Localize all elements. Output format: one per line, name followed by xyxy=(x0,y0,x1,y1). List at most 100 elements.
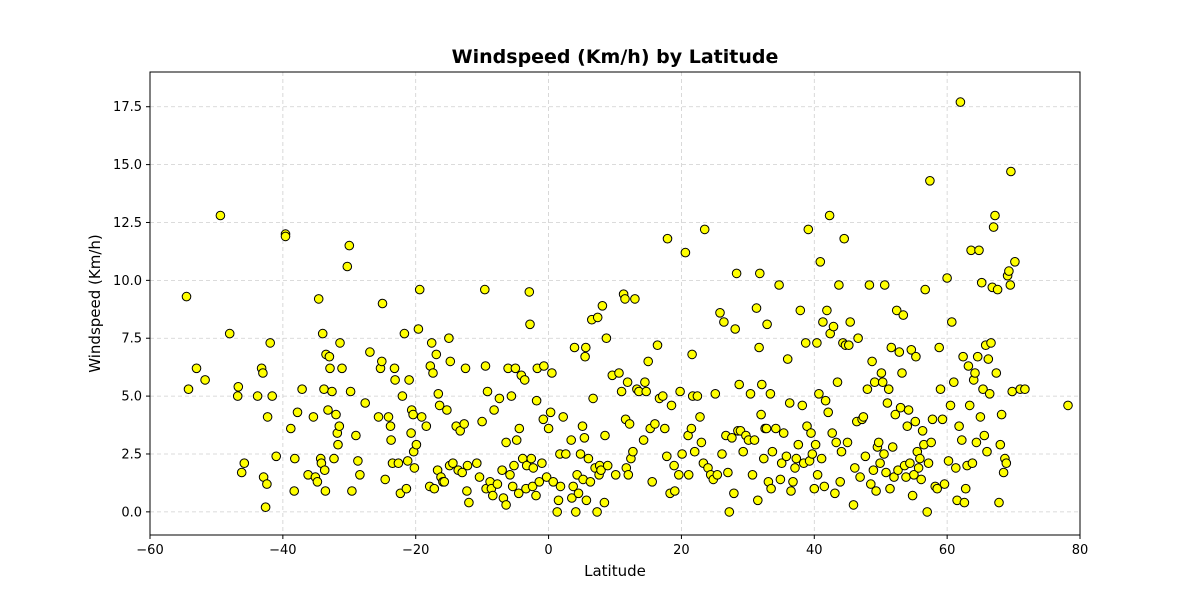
data-point xyxy=(895,402,906,413)
data-point xyxy=(809,483,820,494)
data-point xyxy=(939,479,950,489)
data-point xyxy=(905,458,915,469)
data-point xyxy=(951,463,961,473)
data-point xyxy=(836,446,847,457)
data-point xyxy=(577,421,588,432)
data-point xyxy=(224,328,235,339)
data-point xyxy=(200,375,210,385)
data-point xyxy=(879,449,889,459)
data-point xyxy=(580,351,590,362)
data-point xyxy=(686,423,697,434)
data-point xyxy=(325,363,335,374)
data-point xyxy=(784,398,795,408)
data-point xyxy=(775,474,786,485)
data-point xyxy=(444,333,454,344)
data-point xyxy=(537,458,547,469)
data-point xyxy=(887,442,898,452)
data-point xyxy=(816,453,827,464)
data-point xyxy=(982,446,992,457)
data-points xyxy=(181,97,1073,517)
data-point xyxy=(882,398,893,408)
data-point xyxy=(960,483,971,494)
data-point xyxy=(414,284,425,295)
data-point xyxy=(881,467,891,478)
data-point xyxy=(262,479,272,489)
data-point xyxy=(377,298,388,309)
data-point xyxy=(832,377,843,388)
data-point xyxy=(558,412,569,422)
x-tick-label: 40 xyxy=(806,543,823,558)
data-point xyxy=(991,368,1002,378)
data-point xyxy=(911,351,921,362)
data-point xyxy=(778,428,789,438)
data-point xyxy=(910,416,921,427)
data-point xyxy=(814,389,824,399)
data-point xyxy=(421,421,432,432)
data-point xyxy=(913,463,924,473)
data-point xyxy=(677,449,687,459)
data-point xyxy=(331,409,341,420)
data-point xyxy=(853,333,863,344)
data-point xyxy=(683,470,694,480)
data-point xyxy=(719,317,729,327)
data-point xyxy=(623,470,634,480)
data-point xyxy=(292,407,303,418)
data-point xyxy=(527,481,538,492)
data-point xyxy=(445,356,456,367)
data-point xyxy=(334,421,345,432)
data-point xyxy=(342,261,353,272)
data-point xyxy=(236,467,247,478)
data-point xyxy=(464,497,474,508)
data-point xyxy=(344,240,355,251)
data-point xyxy=(765,389,776,399)
data-point xyxy=(898,310,909,320)
y-tick-label: 0.0 xyxy=(121,505,142,520)
data-point xyxy=(397,391,408,401)
data-point xyxy=(710,389,721,399)
y-axis-ticks: 0.0 2.5 5.0 7.5 10.0 12.5 15.0 17.5 xyxy=(113,100,150,520)
data-point xyxy=(365,347,375,357)
data-point xyxy=(662,451,672,462)
data-point xyxy=(749,435,760,445)
data-point xyxy=(795,305,806,316)
data-point xyxy=(730,324,741,334)
data-point xyxy=(926,437,937,448)
data-point xyxy=(830,488,840,499)
data-point xyxy=(489,405,499,415)
data-point xyxy=(883,384,894,395)
data-point xyxy=(548,477,559,487)
data-point xyxy=(738,446,749,457)
data-point xyxy=(966,245,976,256)
data-point xyxy=(834,280,844,290)
data-point xyxy=(592,507,602,517)
data-point xyxy=(462,486,472,496)
data-point xyxy=(280,231,291,242)
data-point xyxy=(866,479,876,489)
data-point xyxy=(917,426,928,436)
data-point xyxy=(543,423,554,434)
data-point xyxy=(759,453,769,464)
data-point xyxy=(215,210,226,221)
data-point xyxy=(524,287,535,297)
data-point xyxy=(327,386,337,397)
data-point xyxy=(986,338,996,348)
data-point xyxy=(873,437,884,448)
data-point xyxy=(386,435,396,445)
data-point xyxy=(797,400,808,411)
data-point xyxy=(534,477,545,487)
data-point xyxy=(630,294,640,304)
x-axis-label: Latitude xyxy=(584,562,646,580)
data-point xyxy=(907,490,918,501)
data-point xyxy=(835,477,846,487)
data-point xyxy=(494,393,505,404)
data-point xyxy=(600,430,610,441)
data-point xyxy=(317,328,328,339)
data-point xyxy=(788,477,798,487)
data-point xyxy=(897,368,907,378)
data-point xyxy=(839,233,850,244)
data-point xyxy=(519,375,530,385)
data-point xyxy=(492,479,503,489)
data-point xyxy=(864,280,875,290)
data-point xyxy=(289,486,300,496)
data-point xyxy=(488,490,498,501)
